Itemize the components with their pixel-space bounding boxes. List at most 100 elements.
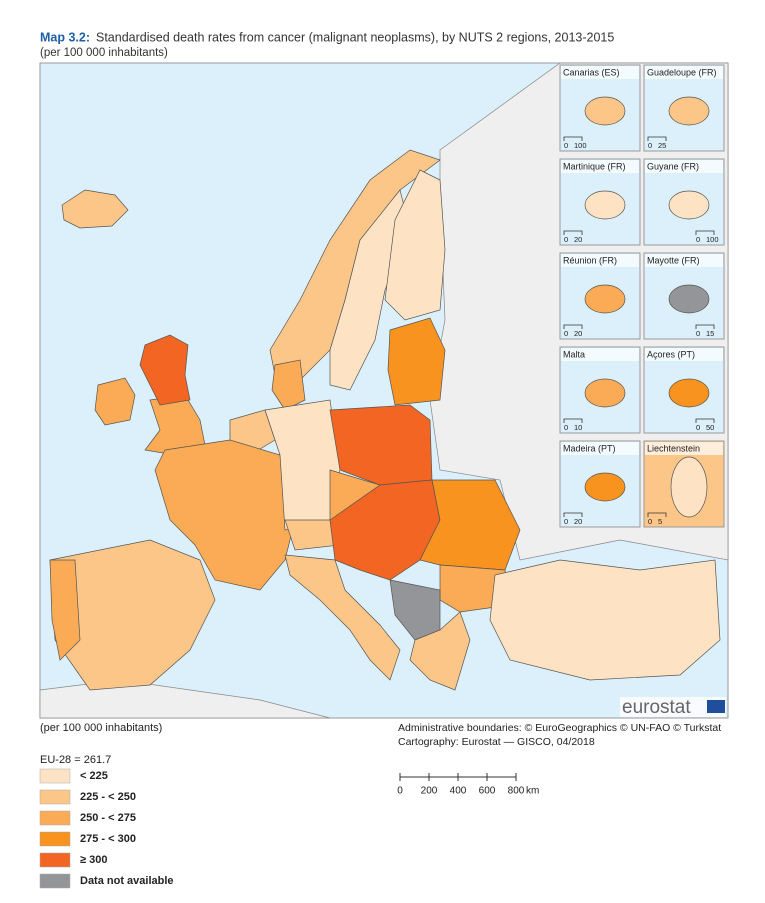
legend-swatch [39, 810, 71, 826]
legend-label: 250 - < 275 [80, 812, 136, 824]
legend-swatch [39, 768, 71, 784]
logo-box [620, 697, 726, 717]
finland [384, 169, 446, 321]
inset-scale [647, 512, 667, 517]
denmark [271, 359, 306, 411]
logo: eurostat [622, 697, 691, 718]
inset-scale-label: 20 [574, 235, 582, 244]
inset-scale-label: 0 [564, 423, 568, 432]
scale-label: 400 [450, 786, 467, 797]
scotland [139, 334, 191, 406]
inset-scale-label: 0 [564, 141, 568, 150]
legend-label: Data not available [80, 875, 174, 887]
legend-label: 225 - < 250 [80, 791, 136, 803]
legend: < 225 225 - < 250 250 - < 275 275 - < 300 ≥ … [39, 768, 174, 889]
inset-label-bg [561, 348, 639, 361]
inset-label: Mayotte (FR) [647, 255, 700, 265]
inset-label-bg [645, 254, 723, 267]
inset-scale-label: 0 [564, 517, 568, 526]
turkey [489, 559, 721, 681]
credit: Cartography: Eurostat — GISCO, 04/2018 [398, 736, 595, 748]
inset-label: Guyane (FR) [647, 161, 699, 171]
scale-label: 0 [397, 786, 403, 797]
inset-label: Açores (PT) [647, 349, 695, 359]
inset-land [668, 284, 710, 314]
inset-scale-label: 20 [574, 517, 582, 526]
inset-scale [563, 230, 583, 235]
inset-label-bg [561, 442, 639, 455]
baltics [387, 317, 446, 406]
inset-label-bg [645, 66, 723, 79]
inset-land [668, 378, 710, 408]
inset-scale-label: 20 [574, 329, 582, 338]
legend-swatch [39, 789, 71, 805]
inset-scale-label: 0 [564, 329, 568, 338]
inset-label-bg [645, 348, 723, 361]
italy [284, 554, 401, 681]
inset-scale [563, 512, 583, 517]
inset-land [584, 96, 626, 126]
inset-scale [647, 136, 667, 141]
legend-label: < 225 [80, 770, 108, 782]
inset-label: Madeira (PT) [563, 443, 616, 453]
scale-label: 800 [508, 786, 525, 797]
inset-scale [563, 324, 583, 329]
inset-label: Guadeloupe (FR) [647, 67, 717, 77]
inset-land [668, 190, 710, 220]
inset-scale [563, 418, 583, 423]
inset-label-bg [645, 442, 723, 455]
legend-swatch [39, 831, 71, 847]
ireland [94, 377, 136, 426]
france [154, 439, 296, 591]
legend-title: EU-28 = 261.7 [40, 754, 111, 766]
eu-flag [707, 700, 725, 713]
inset-label: Malta [563, 349, 585, 359]
inset-scale-label: 5 [658, 517, 662, 526]
inset-scale-label: 25 [658, 141, 666, 150]
inset-land [584, 472, 626, 502]
inset-scale [695, 230, 715, 235]
greece [409, 611, 471, 691]
inset-scale [563, 136, 583, 141]
map-title: Standardised death rates from cancer (ma… [96, 30, 614, 44]
inset-scale [695, 418, 715, 423]
legend-swatch [39, 873, 71, 889]
inset-scale-label: 10 [574, 423, 582, 432]
inset-label-bg [561, 254, 639, 267]
legend-label: ≥ 300 [80, 854, 107, 866]
inset-label-bg [645, 160, 723, 173]
unit-note: (per 100 000 inhabitants) [40, 722, 162, 734]
inset-scale-label: 100 [706, 235, 719, 244]
inset-label-bg [561, 160, 639, 173]
inset-land [668, 96, 710, 126]
inset-land [584, 284, 626, 314]
spain [49, 539, 216, 691]
portugal [49, 559, 81, 661]
scale-bar: 0 200 400 600 800 km [397, 773, 539, 797]
inset-scale [695, 324, 715, 329]
scale-label: 200 [421, 786, 438, 797]
inset-land [584, 190, 626, 220]
inset-scale-label: 15 [706, 329, 714, 338]
inset-scale-label: 0 [696, 235, 700, 244]
credit: Administrative boundaries: © EuroGeograp… [398, 722, 721, 734]
inset-land [670, 456, 708, 518]
inset-scale-label: 0 [696, 329, 700, 338]
map-label: Map 3.2: [40, 30, 90, 44]
inset-label: Martinique (FR) [563, 161, 626, 171]
inset-scale-label: 50 [706, 423, 714, 432]
inset-scale-label: 0 [648, 141, 652, 150]
inset-scale-label: 0 [648, 517, 652, 526]
inset-scale-label: 0 [564, 235, 568, 244]
inset-label-bg [561, 66, 639, 79]
inset-label: Canarias (ES) [563, 67, 620, 77]
legend-swatch [39, 852, 71, 868]
inset-scale-label: 100 [574, 141, 587, 150]
inset-scale-label: 0 [696, 423, 700, 432]
iceland [61, 189, 129, 229]
inset-label: Réunion (FR) [563, 255, 617, 265]
inset-label: Liechtenstein [647, 443, 700, 453]
inset-land [584, 378, 626, 408]
